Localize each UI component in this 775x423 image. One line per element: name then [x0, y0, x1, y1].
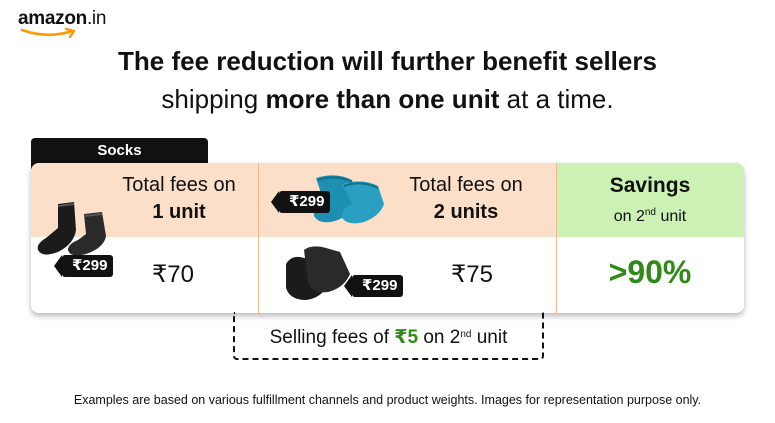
column-divider: [556, 163, 557, 313]
column-divider: [258, 163, 259, 313]
price-tag: ₹299: [343, 275, 404, 297]
black-socks-image: [286, 246, 350, 300]
fee-comparison-card: Total fees on 1 unit Total fees on 2 uni…: [31, 163, 744, 313]
amazon-smile-icon: [20, 28, 76, 38]
two-unit-fee-value: ₹75: [451, 261, 493, 288]
black-socks-image: [37, 202, 106, 256]
headline-line-1: The fee reduction will further benefit s…: [118, 46, 657, 76]
headline: The fee reduction will further benefit s…: [0, 42, 775, 118]
amazon-logo: amazon.in: [18, 8, 118, 38]
price-tag: ₹299: [270, 191, 331, 213]
selling-fees-note: Selling fees of ₹5 on 2nd unit: [233, 312, 544, 360]
logo-text: amazon.in: [18, 8, 107, 29]
footnote: Examples are based on various fulfillmen…: [73, 393, 702, 407]
one-unit-fee-value: ₹70: [152, 261, 194, 288]
savings-header: Savings on 2nd unit: [609, 174, 691, 225]
price-tag: ₹299: [53, 255, 114, 277]
one-unit-fee-header: Total fees on 1 unit: [122, 174, 236, 223]
headline-line-2: shipping more than one unit at a time.: [161, 84, 614, 114]
two-unit-fee-header: Total fees on 2 units: [409, 174, 523, 223]
savings-header-cell: [556, 163, 744, 237]
savings-value: >90%: [608, 254, 692, 290]
